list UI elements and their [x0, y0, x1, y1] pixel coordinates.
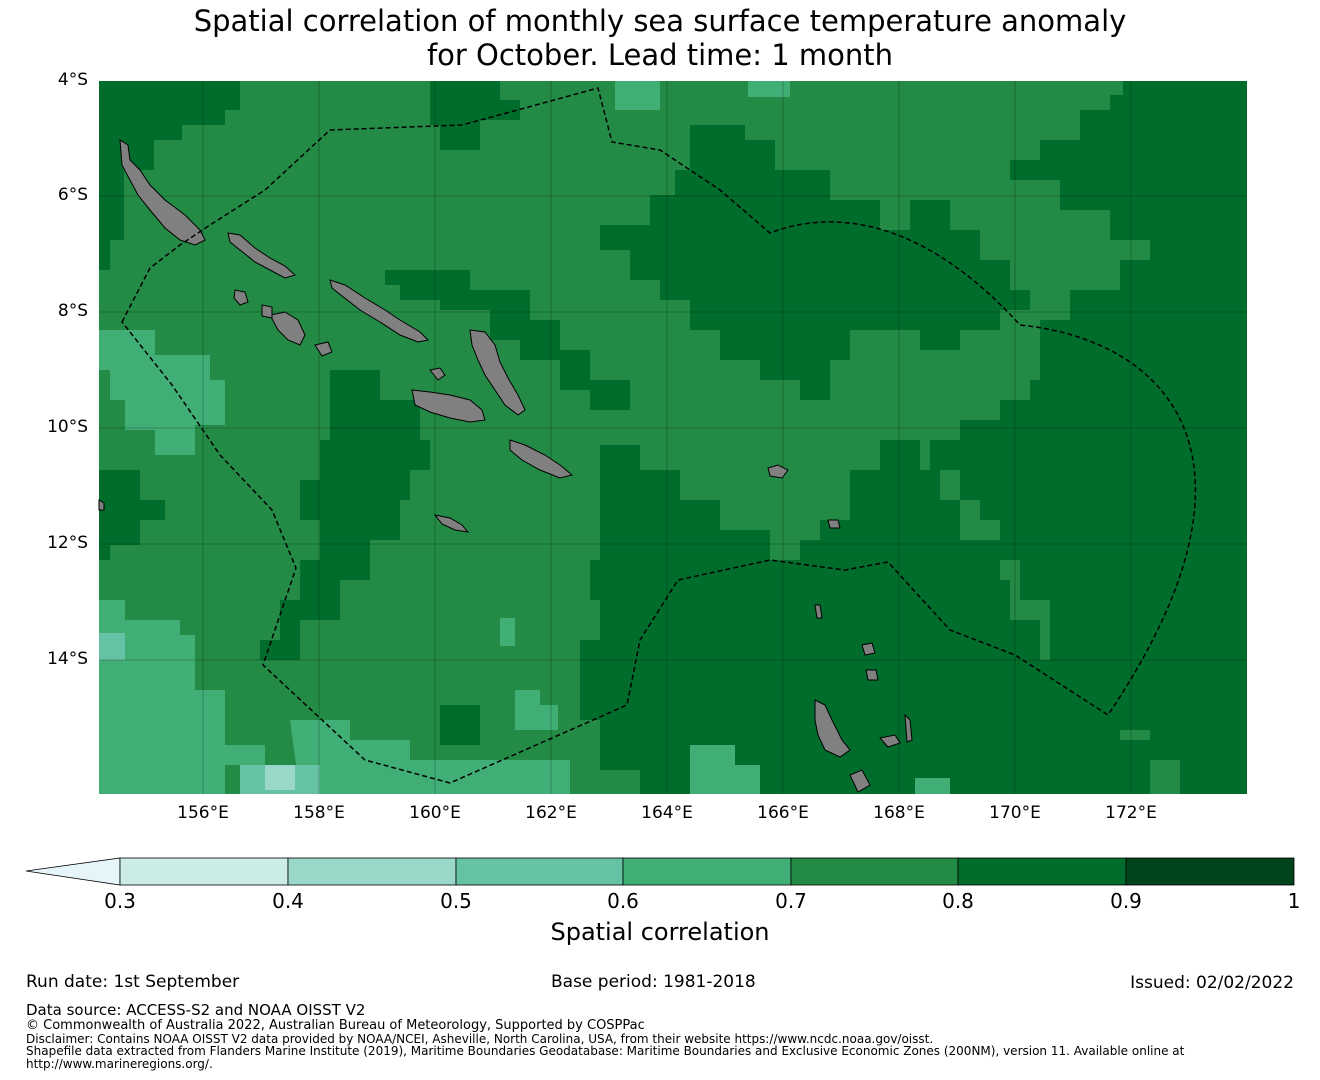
lat-label-6s: 6°S	[57, 185, 88, 205]
title-line-2: for October. Lead time: 1 month	[426, 38, 894, 72]
ambrym-island	[849, 769, 871, 793]
shapefile-credit-1: Shapefile data extracted from Flanders M…	[26, 1044, 1185, 1058]
colorbar-bin-0.5-0.6	[455, 857, 624, 886]
colorbar-tick-0.8: 0.8	[942, 889, 974, 913]
rennell-island	[433, 514, 470, 533]
west-edge-island	[98, 499, 105, 511]
title-line-1: Spatial correlation of monthly sea surfa…	[193, 4, 1127, 38]
patch-high-nw	[99, 81, 240, 270]
florida-island	[429, 367, 446, 381]
lon-label-168e: 168°E	[873, 803, 925, 823]
patch-high-west-mid	[260, 370, 430, 660]
base-period: Base period: 1981-2018	[551, 972, 756, 992]
lon-label-158e: 158°E	[293, 803, 345, 823]
eez-boundary	[121, 87, 1197, 784]
lon-label-164e: 164°E	[641, 803, 693, 823]
lon-label-166e: 166°E	[757, 803, 809, 823]
russell-island	[314, 341, 333, 357]
patch-mid-se	[915, 778, 950, 794]
colorbar-bin-0.4-0.5	[287, 857, 457, 886]
issued-date: Issued: 02/02/2022	[1130, 973, 1294, 993]
colorbar-label: Spatial correlation	[550, 918, 770, 946]
patch-high-west	[99, 470, 165, 560]
lat-label-12s: 12°S	[47, 533, 88, 553]
gaua-island	[865, 669, 879, 681]
run-date: Run date: 1st September	[26, 972, 240, 992]
copyright: © Commonwealth of Australia 2022, Austra…	[26, 1018, 645, 1033]
colorbar-bin-0.7-0.8	[790, 857, 959, 886]
lon-label-170e: 170°E	[989, 803, 1041, 823]
lat-label-10s: 10°S	[47, 417, 88, 437]
colorbar-extend-min	[25, 857, 121, 886]
malekula-island	[879, 734, 901, 748]
patch-high-ne	[930, 81, 1247, 794]
colorbar-tick-0.4: 0.4	[272, 889, 304, 913]
vanikoro-island	[827, 519, 841, 529]
patch-mid-n	[615, 81, 660, 110]
colorbar-bin-0.6-0.7	[622, 857, 792, 886]
patch-high-n1	[430, 81, 520, 150]
colorbar-bin-0.3-0.4	[119, 857, 289, 886]
patch-mid-sc	[515, 690, 558, 730]
colorbar	[25, 857, 1295, 886]
disclaimer: Disclaimer: Contains NOAA OISST V2 data …	[26, 1032, 934, 1046]
santa-isabel-island	[329, 279, 430, 343]
colorbar-tick-0.5: 0.5	[440, 889, 472, 913]
patch-mid-west	[99, 330, 225, 455]
correlation-field	[99, 81, 1247, 794]
torres-island	[814, 604, 823, 619]
lon-label-156e: 156°E	[177, 803, 229, 823]
colorbar-tick-0.3: 0.3	[104, 889, 136, 913]
lon-label-172e: 172°E	[1105, 803, 1157, 823]
data-source: Data source: ACCESS-S2 and NOAA OISST V2	[26, 1001, 366, 1019]
colorbar-tick-0.6: 0.6	[607, 889, 639, 913]
patch-mid-south	[290, 720, 570, 794]
tinakula-island	[767, 464, 789, 479]
lat-label-8s: 8°S	[57, 301, 88, 321]
patch-mid-n2	[748, 81, 790, 97]
colorbar-tick-1: 1	[1287, 889, 1301, 913]
vella-lavella-island	[233, 289, 249, 306]
patch-mid-sw	[99, 600, 265, 794]
kolombangara-island	[261, 304, 273, 319]
ambae-island	[904, 713, 913, 743]
choiseul-island	[227, 232, 296, 279]
patch-high-small	[440, 705, 480, 745]
patch-high-mid-east	[1100, 460, 1140, 520]
lat-label-14s: 14°S	[47, 649, 88, 669]
patch-high-center-north	[600, 125, 1030, 400]
patch-low-sw	[99, 633, 125, 660]
patch-high-south	[580, 440, 1150, 794]
guadalcanal-island	[411, 389, 486, 423]
land-islands	[98, 139, 913, 793]
patch-mid-s3	[500, 618, 515, 646]
gridlines	[99, 81, 1247, 794]
patch-mid-sc2	[690, 745, 760, 794]
lon-label-160e: 160°E	[409, 803, 461, 823]
lat-label-4s: 4°S	[57, 70, 88, 90]
makira-island	[509, 439, 574, 479]
patch-high-strip	[385, 270, 630, 410]
vanua-lava-island	[861, 642, 876, 656]
colorbar-tick-0.7: 0.7	[775, 889, 807, 913]
bougainville-island	[119, 139, 206, 246]
malaita-island	[469, 329, 526, 416]
new-georgia-island	[269, 311, 306, 346]
espiritu-santo-island	[814, 699, 851, 758]
colorbar-bin-0.8-0.9	[957, 857, 1127, 886]
lon-label-162e: 162°E	[525, 803, 577, 823]
colorbar-tick-0.9: 0.9	[1110, 889, 1142, 913]
shapefile-credit-2: http://www.marineregions.org/.	[26, 1057, 213, 1071]
colorbar-bin-0.9-1	[1125, 857, 1295, 886]
patch-lower-s	[265, 765, 295, 790]
